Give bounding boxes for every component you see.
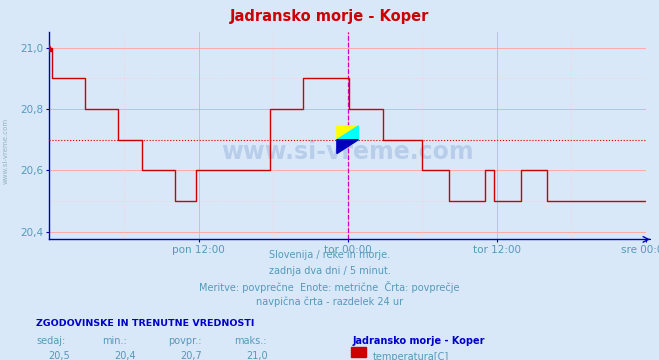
Text: www.si-vreme.com: www.si-vreme.com [2, 118, 9, 184]
Text: Jadransko morje - Koper: Jadransko morje - Koper [353, 336, 485, 346]
Text: navpična črta - razdelek 24 ur: navpična črta - razdelek 24 ur [256, 297, 403, 307]
Text: min.:: min.: [102, 336, 127, 346]
Text: maks.:: maks.: [234, 336, 266, 346]
Polygon shape [337, 140, 358, 153]
Text: Meritve: povprečne  Enote: metrične  Črta: povprečje: Meritve: povprečne Enote: metrične Črta:… [199, 281, 460, 293]
Text: 20,4: 20,4 [114, 351, 136, 360]
Text: www.si-vreme.com: www.si-vreme.com [221, 140, 474, 165]
Text: Jadransko morje - Koper: Jadransko morje - Koper [230, 9, 429, 24]
Polygon shape [337, 126, 358, 140]
Text: temperatura[C]: temperatura[C] [372, 352, 449, 360]
Text: povpr.:: povpr.: [168, 336, 202, 346]
Text: 21,0: 21,0 [246, 351, 268, 360]
Text: 20,5: 20,5 [48, 351, 70, 360]
Text: 20,7: 20,7 [180, 351, 202, 360]
Text: ZGODOVINSKE IN TRENUTNE VREDNOSTI: ZGODOVINSKE IN TRENUTNE VREDNOSTI [36, 319, 254, 328]
Text: zadnja dva dni / 5 minut.: zadnja dva dni / 5 minut. [269, 266, 390, 276]
Polygon shape [337, 126, 358, 140]
Text: sedaj:: sedaj: [36, 336, 65, 346]
Text: Slovenija / reke in morje.: Slovenija / reke in morje. [269, 250, 390, 260]
